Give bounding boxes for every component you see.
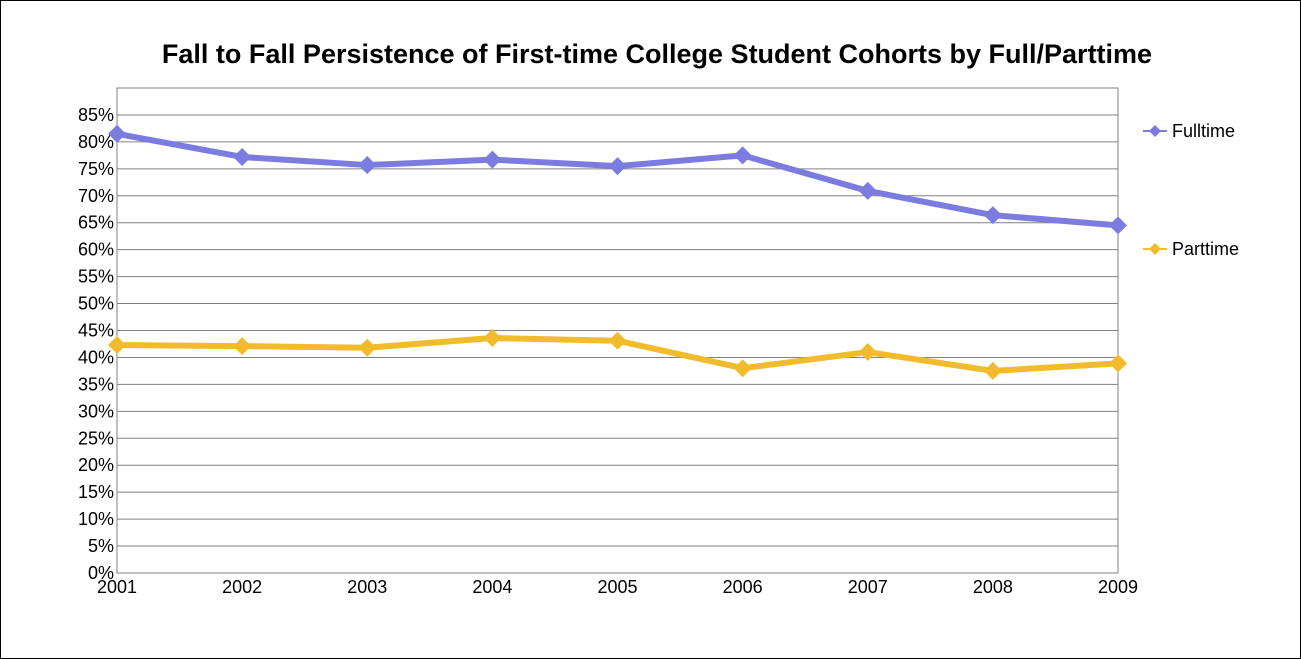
y-tick-label: 20%: [78, 455, 114, 475]
y-tick-label: 55%: [78, 267, 114, 287]
y-tick-label: 25%: [78, 428, 114, 448]
y-tick-label: 80%: [78, 132, 114, 152]
data-point: [233, 147, 252, 166]
data-point: [358, 156, 377, 175]
legend-swatch-marker: [1149, 125, 1161, 137]
y-tick-label: 50%: [78, 294, 114, 314]
legend-label: Parttime: [1172, 239, 1239, 259]
series-line: [116, 130, 1119, 229]
data-point: [983, 206, 1002, 225]
x-tick-label: 2009: [1098, 577, 1138, 597]
plot-area: [116, 87, 1119, 574]
data-point: [1109, 354, 1127, 373]
data-point: [108, 336, 126, 355]
x-tick-label: 2005: [597, 577, 637, 597]
legend: Fulltime Parttime: [1143, 121, 1239, 259]
x-tick-label: 2007: [848, 577, 888, 597]
series-parttime: [108, 329, 1127, 380]
data-point: [983, 361, 1002, 380]
series-layer: [108, 124, 1127, 380]
y-tick-label: 65%: [78, 213, 114, 233]
y-tick-label: 45%: [78, 321, 114, 341]
y-tick-label: 40%: [78, 347, 114, 367]
x-tick-label: 2006: [723, 577, 763, 597]
y-tick-label: 15%: [78, 482, 114, 502]
data-point: [858, 343, 877, 362]
data-point: [608, 157, 627, 176]
x-tick-label: 2004: [472, 577, 512, 597]
data-point: [483, 150, 502, 169]
legend-item-fulltime: Fulltime: [1143, 121, 1235, 141]
data-point: [608, 331, 627, 350]
data-point: [358, 338, 377, 357]
x-tick-label: 2002: [222, 577, 262, 597]
y-axis-ticks: 0% 5% 10% 15% 20% 25% 30% 35% 40% 45% 50% 55% 60% 65%…: [78, 105, 114, 583]
y-tick-label: 85%: [78, 105, 114, 125]
x-tick-label: 2001: [97, 577, 137, 597]
y-tick-label: 5%: [88, 536, 114, 556]
chart-title: Fall to Fall Persistence of First-time C…: [162, 39, 1152, 69]
y-tick-label: 75%: [78, 159, 114, 179]
x-axis-ticks: 2001 2002 2003 2004 2005 2006 2007 2008 2009: [97, 577, 1138, 597]
x-tick-label: 2003: [347, 577, 387, 597]
series-fulltime: [108, 124, 1127, 235]
data-point: [108, 124, 126, 143]
legend-label: Fulltime: [1172, 121, 1235, 141]
data-point: [233, 337, 252, 356]
y-tick-label: 10%: [78, 509, 114, 529]
data-point: [483, 329, 502, 348]
y-tick-label: 35%: [78, 374, 114, 394]
legend-item-parttime: Parttime: [1143, 239, 1239, 259]
y-tick-label: 0%: [88, 563, 114, 583]
y-tick-label: 60%: [78, 240, 114, 260]
y-tick-label: 70%: [78, 186, 114, 206]
data-point: [858, 181, 877, 200]
gridlines: [117, 114, 1118, 574]
data-point: [733, 146, 752, 165]
legend-swatch-marker: [1149, 243, 1161, 255]
x-tick-label: 2008: [973, 577, 1013, 597]
data-point: [1109, 216, 1127, 235]
y-tick-label: 30%: [78, 401, 114, 421]
data-point: [733, 359, 752, 378]
